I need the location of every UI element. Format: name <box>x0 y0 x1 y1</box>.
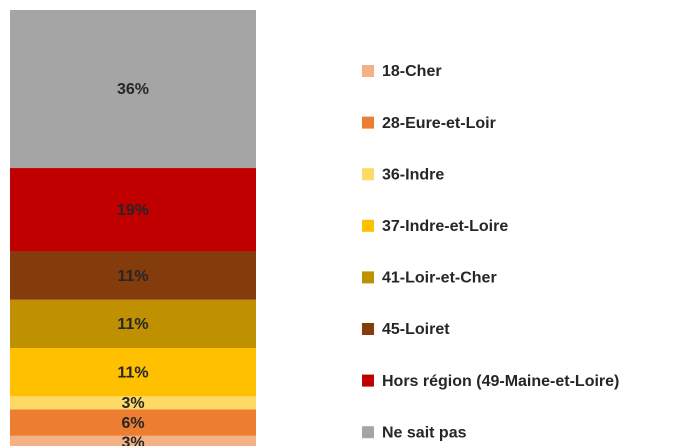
bar-segment <box>10 435 256 446</box>
data-label: 3% <box>121 435 144 446</box>
legend-swatch <box>362 323 374 335</box>
bar-segment <box>10 10 256 169</box>
bar-segment <box>10 299 256 349</box>
data-label: 11% <box>117 316 148 333</box>
legend-label: 45-Loiret <box>382 321 450 338</box>
legend-label: 37-Indre-et-Loire <box>382 218 508 235</box>
legend-label: 28-Eure-et-Loir <box>382 115 496 132</box>
legend-swatch <box>362 65 374 77</box>
data-label: 36% <box>117 81 149 98</box>
bar-segment <box>10 168 256 252</box>
data-label: 19% <box>117 202 149 219</box>
data-label: 6% <box>121 415 144 432</box>
bar-segment <box>10 409 256 436</box>
legend-label: 18-Cher <box>382 63 442 80</box>
bar-segment <box>10 396 256 410</box>
data-label: 3% <box>121 395 144 412</box>
bar-segment <box>10 251 256 300</box>
legend-swatch <box>362 426 374 439</box>
legend-label: 36-Indre <box>382 166 444 183</box>
data-label: 11% <box>117 268 148 285</box>
legend-swatch <box>362 271 374 284</box>
legend-label: Ne sait pas <box>382 424 467 441</box>
data-label: 11% <box>117 364 148 381</box>
bar-segment <box>10 348 256 397</box>
legend-swatch <box>362 116 374 129</box>
legend-label: 41-Loir-et-Cher <box>382 270 497 287</box>
legend-label: Hors région (49-Maine-et-Loire) <box>382 373 619 390</box>
legend-swatch <box>362 374 374 387</box>
legend-swatch <box>362 219 374 232</box>
legend-swatch <box>362 168 374 181</box>
